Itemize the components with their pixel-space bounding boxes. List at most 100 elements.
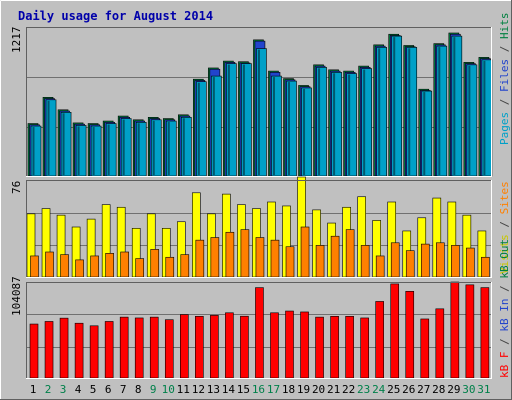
panel-kb-ylabel-part: /	[498, 332, 511, 352]
bar-kb-f	[104, 321, 114, 379]
bar-pages-shade	[453, 37, 456, 175]
panel-kb-ylabel-part: kB In	[498, 299, 511, 332]
bar-pages-shade	[348, 74, 351, 175]
x-tick-label: 28	[432, 383, 445, 396]
bar-pages-shade	[303, 88, 306, 175]
bar-kb-f	[390, 283, 400, 379]
x-tick-label: 15	[237, 383, 250, 396]
bar-kb-f	[195, 315, 204, 379]
panel-visits-ylabel-part: Sites	[498, 181, 511, 214]
bar-sites	[180, 254, 190, 278]
x-tick-label: 20	[312, 383, 325, 396]
bar-kb-f	[149, 316, 159, 379]
bar-sites	[285, 246, 295, 278]
x-tick-label: 16	[252, 383, 265, 396]
bar-kb-f	[255, 287, 264, 379]
bar-kb-f	[285, 310, 294, 379]
x-tick-label: 1	[30, 383, 37, 396]
panel-kb-ylabel-part: /	[498, 279, 511, 299]
bar-pages-shade	[363, 69, 366, 175]
bar-sites	[120, 251, 129, 278]
bar-sites	[150, 249, 160, 278]
bar-pages-shade	[77, 126, 80, 175]
bar-kb-f	[450, 281, 460, 379]
x-tick-label: 10	[162, 383, 175, 396]
bar-pages-shade	[137, 123, 140, 175]
bar-pages-shade	[107, 124, 110, 175]
bar-sites	[225, 231, 235, 278]
bar-sites	[375, 255, 385, 278]
x-tick-label: 25	[387, 383, 400, 396]
panel-kb-ymax-label: 104087	[10, 276, 23, 316]
bar-kb-f	[420, 318, 430, 379]
x-tick-label: 17	[267, 383, 280, 396]
x-tick-label: 7	[120, 383, 127, 396]
bar-sites	[60, 254, 69, 278]
bar-pages-shade	[272, 77, 275, 175]
panel-kb-ylabel-part: kB F	[498, 352, 511, 379]
bar-kb-f	[134, 317, 144, 379]
bar-kb-f	[180, 314, 189, 379]
bar-kb-f	[164, 319, 174, 379]
bar-pages-shade	[227, 64, 230, 175]
chart-title: Daily usage for August 2014	[18, 9, 213, 23]
bar-kb-f	[360, 317, 369, 379]
bar-sites	[345, 229, 355, 278]
bar-pages-shade	[182, 118, 185, 175]
x-tick-label: 29	[447, 383, 460, 396]
bar-sites	[30, 255, 39, 278]
panel-hits-ylabel-part: /	[498, 92, 511, 112]
bar-sites	[330, 235, 340, 278]
panel-hits-ylabel-part: Files	[498, 59, 511, 92]
bar-pages-shade	[423, 92, 426, 175]
x-tick-label: 23	[357, 383, 370, 396]
x-tick-label: 22	[342, 383, 355, 396]
x-tick-label: 5	[90, 383, 97, 396]
bar-pages-shade	[62, 113, 65, 175]
x-tick-label: 8	[135, 383, 142, 396]
bar-sites	[466, 247, 475, 278]
bar-sites	[135, 258, 145, 278]
bar-pages-shade	[242, 64, 245, 175]
bar-kb-f	[315, 316, 324, 379]
bar-sites	[420, 243, 430, 278]
bar-kb-f	[465, 284, 475, 379]
bar-kb-f	[345, 315, 354, 379]
bar-kb-f	[74, 322, 84, 379]
bar-sites	[255, 237, 265, 278]
bar-sites	[105, 253, 114, 278]
bar-sites	[240, 229, 250, 278]
bar-kb-f	[405, 291, 415, 379]
bar-pages-shade	[378, 48, 381, 176]
panel-visits-ylabel-part: Visits	[498, 234, 511, 274]
panel-visits-ymax-label: 76	[10, 181, 23, 194]
bar-sites	[75, 259, 84, 278]
x-tick-label: 27	[417, 383, 430, 396]
bar-kb-f	[44, 321, 54, 379]
x-tick-label: 4	[75, 383, 82, 396]
bar-kb-f	[270, 312, 279, 379]
bar-pages-shade	[468, 65, 471, 175]
x-tick-label: 31	[477, 383, 490, 396]
bar-pages-shade	[197, 82, 200, 175]
bar-sites	[436, 242, 445, 278]
bar-kb-f	[240, 315, 249, 379]
bar-sites	[45, 251, 54, 278]
panel-hits-ylabel-part: Hits	[498, 13, 511, 40]
x-tick-label: 2	[45, 383, 52, 396]
bar-sites	[195, 239, 205, 278]
bar-sites	[481, 256, 490, 278]
bar-kb-f	[29, 323, 39, 379]
bar-kb-f	[59, 317, 69, 379]
panel-visits-ylabel-part: /	[498, 214, 511, 234]
bar-kb-f	[210, 315, 219, 379]
bar-kb-f	[119, 316, 129, 379]
x-tick-label: 9	[150, 383, 157, 396]
x-tick-label: 14	[222, 383, 236, 396]
bar-kb-f	[330, 315, 339, 379]
bar-pages-shade	[212, 77, 215, 175]
x-tick-label: 11	[177, 383, 190, 396]
panel-hits-ylabel-part: Pages	[498, 112, 511, 145]
panel-hits-ymax-label: 1217	[10, 27, 23, 54]
bar-sites	[451, 245, 460, 278]
